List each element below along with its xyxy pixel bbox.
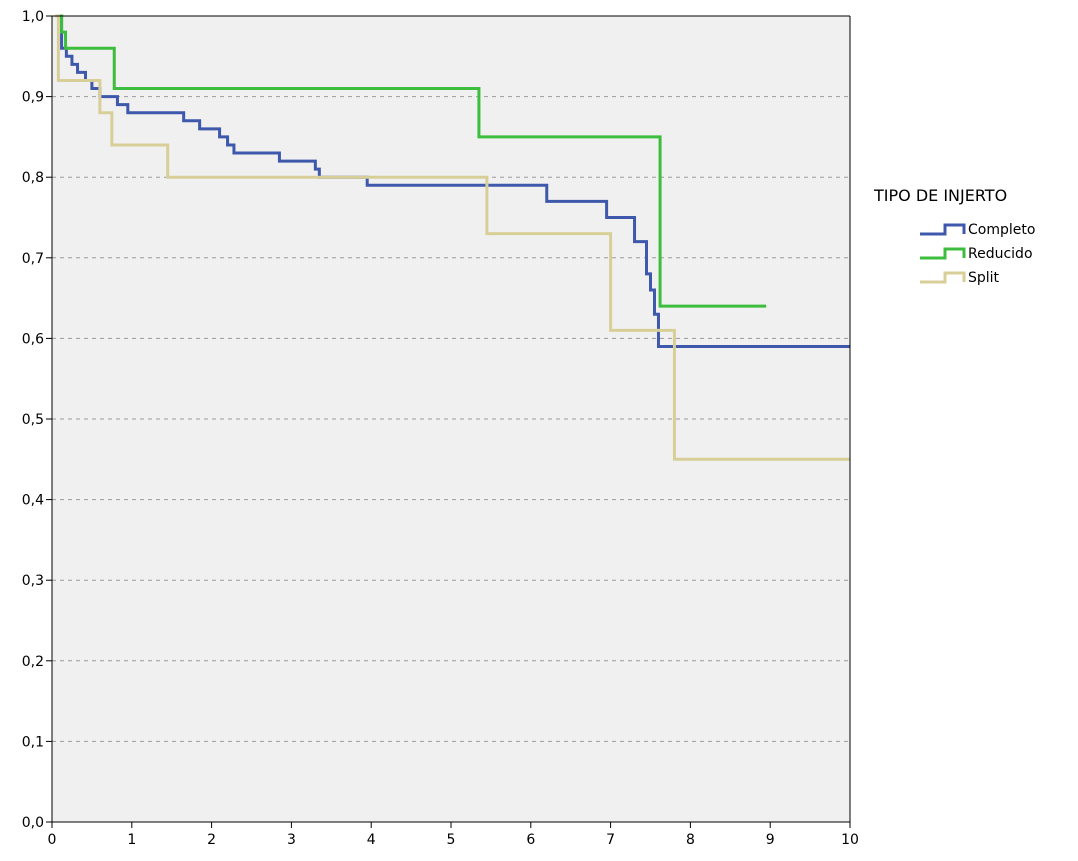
x-tick-label-6: 6 [526, 832, 535, 848]
plot-background [52, 16, 850, 822]
x-tick-label-5: 5 [447, 832, 456, 848]
legend-swatch-split [920, 271, 966, 284]
legend-swatch-reducido [920, 247, 966, 260]
legend: TIPO DE INJERTO Completo Reducido Split [862, 186, 1072, 293]
x-tick-label-7: 7 [606, 832, 615, 848]
y-tick-label-7: 0,7 [22, 251, 44, 267]
x-tick-label-2: 2 [207, 832, 216, 848]
y-tick-label-0: 0,0 [22, 815, 44, 831]
series-line-reducido [58, 14, 767, 308]
y-tick-label-2: 0,2 [22, 654, 44, 670]
series-lines [55, 14, 850, 461]
y-tick-label-8: 0,8 [22, 170, 44, 186]
y-tick-label-3: 0,3 [22, 573, 44, 589]
legend-label: Completo [968, 222, 1036, 238]
legend-label: Reducido [968, 246, 1033, 262]
x-tick-label-4: 4 [367, 832, 376, 848]
legend-list: Completo Reducido Split [918, 221, 1072, 293]
legend-item-reducido: Reducido [918, 245, 1072, 269]
y-tick-label-4: 0,4 [22, 493, 44, 509]
series-line-split [55, 14, 850, 461]
y-tick-label-9: 0,9 [22, 90, 44, 106]
x-tick-label-9: 9 [766, 832, 775, 848]
y-tick-label-5: 0,5 [22, 412, 44, 428]
x-tick-label-10: 10 [841, 832, 859, 848]
y-tick-label-1: 0,1 [22, 734, 44, 750]
y-tick-label-6: 0,6 [22, 331, 44, 347]
x-tick-label-1: 1 [127, 832, 136, 848]
x-tick-label-3: 3 [287, 832, 296, 848]
legend-item-completo: Completo [918, 221, 1072, 245]
y-tick-label-10: 1,0 [22, 9, 44, 25]
legend-swatch-line [920, 223, 966, 236]
legend-swatch-line [920, 247, 966, 260]
legend-label: Split [968, 270, 1000, 286]
legend-swatch-line [920, 271, 966, 284]
x-tick-label-0: 0 [48, 832, 57, 848]
x-tick-label-8: 8 [686, 832, 695, 848]
legend-item-split: Split [918, 269, 1072, 293]
legend-title: TIPO DE INJERTO [874, 186, 1008, 205]
grid-lines [52, 96, 850, 742]
series-line-completo [58, 14, 850, 348]
legend-swatch-completo [920, 223, 966, 236]
tick-labels: 0,0 0,1 0,2 0,3 0,4 0,5 0,6 0,7 0,8 0,9 1,0 0 1 2 3 4 5 6… [22, 9, 859, 848]
